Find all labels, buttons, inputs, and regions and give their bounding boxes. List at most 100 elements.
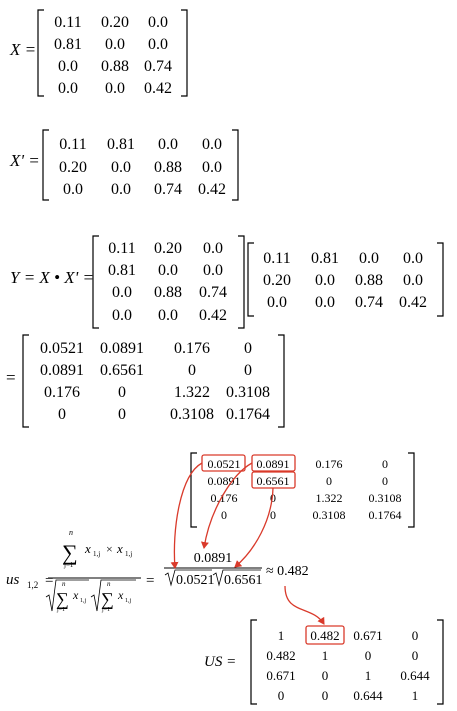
matrix-cell: 0 <box>58 406 66 423</box>
matrix-cell: 0.3108 <box>226 384 270 401</box>
matrix-cell: 0.20 <box>59 159 87 176</box>
eq-2: = <box>146 573 154 589</box>
arrow-a22-to-sqrt-b <box>234 487 274 568</box>
times-symbol: × <box>106 542 113 556</box>
matrix-cell: 0.88 <box>154 159 182 176</box>
radical-sign <box>45 579 89 612</box>
x-matrix-lhs: X = <box>9 40 36 59</box>
matrix-cell: 0.0 <box>203 240 223 257</box>
matrix-cell: 0.0 <box>403 250 423 267</box>
matrix-cell: 0.88 <box>154 284 182 301</box>
x-matrix-grid: 0.11 0.20 0.0 0.81 0.0 0.0 0.0 0.88 0.74 0.0 0.0 0.… <box>54 14 172 97</box>
xt-matrix-grid: 0.11 0.81 0.0 0.0 0.20 0.0 0.88 0.0 0.0 0.0 0.74 0.… <box>59 136 226 198</box>
matrix-cell: 0.0 <box>112 307 132 324</box>
product-left-grid: 0.11 0.20 0.0 0.81 0.0 0.0 0.0 0.88 0.74 0.0 0.0 0.… <box>108 240 227 324</box>
left-bracket <box>190 452 197 528</box>
matrix-cell: 0.42 <box>199 307 227 324</box>
lhs-sub: 1,2 <box>27 580 38 590</box>
matrix-cell: 0.42 <box>399 294 427 311</box>
approx-result: ≈ 0.482 <box>266 564 309 579</box>
matrix-cell: 0.0891 <box>100 340 144 357</box>
matrix-cell: 0 <box>382 457 388 471</box>
result-eq: = <box>6 368 16 387</box>
matrix-cell: 0.0 <box>403 272 423 289</box>
sum-symbol: ∑ <box>56 589 69 609</box>
x-sub: 1,j <box>80 598 87 604</box>
matrix-cell: 0.3108 <box>369 491 402 505</box>
right-bracket <box>437 619 444 705</box>
matrix-cell: 0.11 <box>263 250 290 267</box>
matrix-cell: 0.81 <box>311 250 339 267</box>
matrix-cell: 0.0 <box>202 136 222 153</box>
matrix-cell: 0 <box>244 340 252 357</box>
result-equation: = 0.0521 0.0891 0.176 00.0891 0.6561 0 00.176 0… <box>6 334 285 428</box>
annotation-arrows <box>170 462 325 625</box>
matrix-cell: 0.74 <box>199 284 227 301</box>
right-bracket <box>181 9 188 97</box>
radical-sign <box>212 569 261 587</box>
radical-sign <box>90 579 136 612</box>
matrix-cell: 0.0 <box>105 80 125 97</box>
matrix-cell: 0.11 <box>54 14 81 31</box>
matrix-cell: 0.671 <box>266 668 295 683</box>
arrow-result-to-us12 <box>284 585 325 625</box>
matrix-cell: 1 <box>412 688 419 703</box>
sum-symbol: ∑ <box>101 589 114 609</box>
matrix-cell: 0.176 <box>211 491 238 505</box>
matrix-cell: 0.0 <box>63 181 83 198</box>
x-var: x <box>116 541 123 556</box>
matrix-cell: 0 <box>188 362 196 379</box>
matrix-cell: 0.3108 <box>313 508 346 522</box>
matrix-cell: 0.0 <box>158 262 178 279</box>
matrix-cell: 0 <box>412 628 419 643</box>
matrix-cell: 0.0 <box>58 80 78 97</box>
matrix-cell: 0 <box>365 648 372 663</box>
matrix-cell: 0.0 <box>315 272 335 289</box>
matrix-cell: 0.0 <box>359 250 379 267</box>
matrix-cell: 0 <box>270 491 276 505</box>
product-right-grid: 0.11 0.81 0.0 0.0 0.20 0.0 0.88 0.0 0.0 0.0 0.74 0.… <box>263 250 427 311</box>
left-bracket <box>92 235 99 329</box>
matrix-cell: 0.20 <box>263 272 291 289</box>
sum-lower: j=1 <box>56 607 65 613</box>
matrix-cell: 0 <box>221 508 227 522</box>
us-matrix-lhs: US = <box>204 654 236 670</box>
matrix-cell: 1.322 <box>174 384 210 401</box>
matrix-cell: 0.42 <box>198 181 226 198</box>
matrix-cell: 0 <box>118 384 126 401</box>
x-var: x <box>72 588 79 602</box>
matrix-cell: 1 <box>322 648 329 663</box>
sum-upper: n <box>107 580 111 588</box>
right-bracket <box>232 129 239 201</box>
matrix-cell: 0.176 <box>44 384 80 401</box>
result-grid: 0.0521 0.0891 0.176 0 0.0891 0.6561 0 0 0.176 0 1.… <box>40 340 270 423</box>
matrix-cell: 0.0 <box>148 36 168 53</box>
matrix-cell: 0.176 <box>174 340 210 357</box>
x-sub: 1,j <box>125 598 132 604</box>
matrix-cell: 0.6561 <box>100 362 144 379</box>
x-sub: 1,j <box>125 550 132 558</box>
product-equation: Y = X • X' = 0.11 0.20 0.0 0.81 0.0 0.0 0.0 0.8… <box>10 235 444 329</box>
right-bracket <box>278 334 285 428</box>
right-bracket <box>437 242 444 317</box>
sqrt-b-value: 0.6561 <box>224 573 263 588</box>
sum-lower: j=1 <box>63 561 74 569</box>
sum-symbol: ∑ <box>62 540 78 565</box>
matrix-cell: 0.11 <box>108 240 135 257</box>
left-bracket <box>42 129 49 201</box>
left-bracket <box>37 9 44 97</box>
matrix-cell: 0.482 <box>266 648 295 663</box>
reference-matrix: 0.0521 0.0891 0.176 0 0.0891 0.6561 0 0 0.176 0 1.… <box>190 452 415 528</box>
sum-upper: n <box>62 580 66 588</box>
left-bracket <box>250 619 257 705</box>
xt-matrix-lhs: X' = <box>9 151 40 170</box>
matrix-cell: 0.1764 <box>369 508 402 522</box>
matrix-cell: 0.11 <box>59 136 86 153</box>
matrix-cell: 0 <box>270 508 276 522</box>
right-bracket <box>238 235 245 329</box>
matrix-cell: 0.6561 <box>257 474 290 488</box>
matrix-cell: 0.671 <box>353 628 382 643</box>
matrix-cell: 0.0891 <box>257 457 290 471</box>
matrix-cell: 0 <box>412 648 419 663</box>
matrix-cell: 0.0 <box>158 307 178 324</box>
